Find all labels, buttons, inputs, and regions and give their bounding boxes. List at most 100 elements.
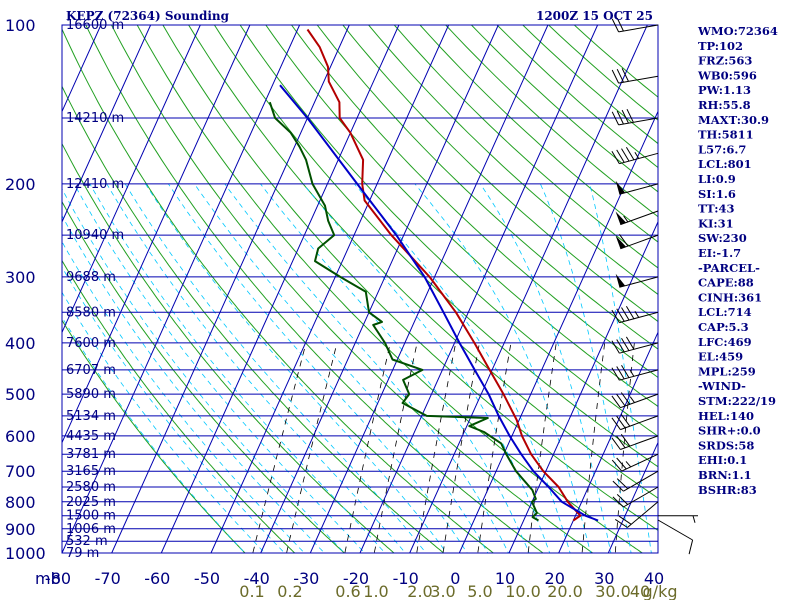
index-item: BSHR:83: [698, 483, 757, 497]
mixing-ratio-label: 1.0: [363, 582, 388, 600]
index-item: TH:5811: [698, 128, 754, 142]
barb-feather: [621, 307, 630, 321]
moist-adiabat: [62, 266, 286, 553]
wind-barb: [611, 336, 659, 354]
height-label: 8580 m: [66, 305, 116, 320]
index-item: PW:1.13: [698, 83, 751, 97]
barb-feather: [621, 337, 630, 351]
station-title: KEPZ (72364) Sounding: [66, 9, 230, 23]
dry-adiabat: [85, 25, 544, 553]
dry-adiabat: [162, 25, 658, 531]
barb-shaft: [627, 501, 659, 528]
index-item: SRDS:58: [698, 438, 754, 452]
barb-shaft: [619, 183, 659, 195]
dry-adiabat: [419, 25, 658, 243]
wind-barb: [615, 210, 659, 226]
barb-feather: [616, 339, 625, 353]
barb-feather: [625, 336, 635, 350]
index-item: MAXT:30.9: [698, 113, 769, 127]
index-item: LCL:801: [698, 157, 752, 171]
height-label: 2025 m: [66, 495, 116, 510]
index-item: EL:459: [698, 350, 743, 364]
barb-half-feather: [634, 152, 640, 159]
mixing-ratio-line: [252, 342, 307, 553]
barb-half-feather: [634, 310, 640, 318]
index-item: CAPE:88: [698, 276, 754, 290]
index-item: CINH:361: [698, 290, 762, 304]
dry-adiabat: [290, 25, 658, 379]
moist-adiabat: [89, 183, 386, 553]
isotherm: [260, 25, 499, 553]
pressure-tick-label: 600: [5, 427, 36, 446]
mixing-ratio-label: 0.6: [335, 582, 360, 600]
height-label: 4435 m: [66, 429, 116, 444]
moist-adiabat: [62, 241, 305, 553]
dry-adiabat: [213, 25, 658, 468]
isotherm: [558, 331, 658, 553]
mixing-ratio-label: 0.1: [239, 582, 264, 600]
moist-adiabat: [62, 215, 325, 553]
height-label: 5890 m: [66, 387, 116, 402]
pressure-tick-label: 300: [5, 268, 36, 287]
isotherm: [359, 25, 599, 553]
barb-shaft: [621, 453, 659, 472]
height-label: 3165 m: [66, 464, 116, 479]
index-item: LCL:714: [698, 305, 752, 319]
barb-shaft: [620, 393, 659, 409]
barb-feather: [611, 417, 621, 430]
mixing-ratio-line: [477, 342, 512, 553]
dry-adiabat: [265, 25, 658, 408]
temperature-tick-label: -20: [343, 569, 369, 588]
dry-adiabat: [62, 259, 296, 553]
dewpoint-profile: [268, 101, 539, 522]
barb-feather: [611, 437, 621, 450]
dry-adiabat: [342, 25, 658, 323]
wind-barb: [611, 414, 659, 431]
temperature-tick-label: 30: [594, 569, 614, 588]
wind-barb: [658, 515, 698, 523]
dry-adiabat: [367, 25, 658, 296]
mixing-ratio-line: [614, 342, 635, 553]
temperature-tick-label: -70: [95, 569, 121, 588]
temperature-tick-label: -50: [194, 569, 220, 588]
wind-barb: [611, 392, 659, 409]
moist-adiabat: [62, 316, 246, 553]
dry-adiabat: [393, 25, 658, 269]
index-item: FRZ:563: [698, 54, 752, 68]
barb-shaft: [620, 435, 659, 450]
barb-shaft: [623, 470, 659, 492]
wind-barb: [615, 234, 659, 250]
barb-shaft: [619, 311, 659, 324]
barb-pennant: [615, 211, 627, 225]
indices-panel: WMO:72364TP:102FRZ:563WB0:596PW:1.13RH:5…: [697, 24, 778, 497]
barb-feather: [612, 496, 624, 508]
wind-barb: [657, 519, 694, 555]
height-label: 2580 m: [66, 480, 116, 495]
barb-shaft: [619, 369, 659, 381]
moist-adiabat: [302, 183, 551, 553]
index-item: -WIND-: [698, 379, 746, 393]
isotherm: [508, 220, 658, 553]
isotherm: [458, 110, 658, 553]
dry-adiabat: [62, 85, 445, 553]
barb-feather: [621, 148, 630, 162]
mixing-ratio-line: [416, 342, 457, 553]
barb-feather: [621, 68, 629, 82]
barb-feather: [616, 308, 625, 322]
pressure-tick-label: 900: [5, 520, 36, 539]
parcel-profile: [279, 84, 599, 522]
height-label: 532 m: [66, 534, 108, 549]
pressure-tick-label: 800: [5, 493, 36, 512]
index-item: MPL:259: [698, 364, 756, 378]
height-label: 6707 m: [66, 363, 116, 378]
index-item: RH:55.8: [698, 98, 751, 112]
barb-shaft: [620, 210, 659, 226]
temperature-tick-label: 10: [495, 569, 515, 588]
barb-feather: [688, 539, 694, 555]
barb-feather: [626, 108, 634, 123]
pressure-tick-label: 400: [5, 334, 36, 353]
isotherm: [210, 25, 450, 553]
mixing-ratio-label: g/kg: [643, 582, 678, 600]
wind-barb: [615, 180, 659, 195]
